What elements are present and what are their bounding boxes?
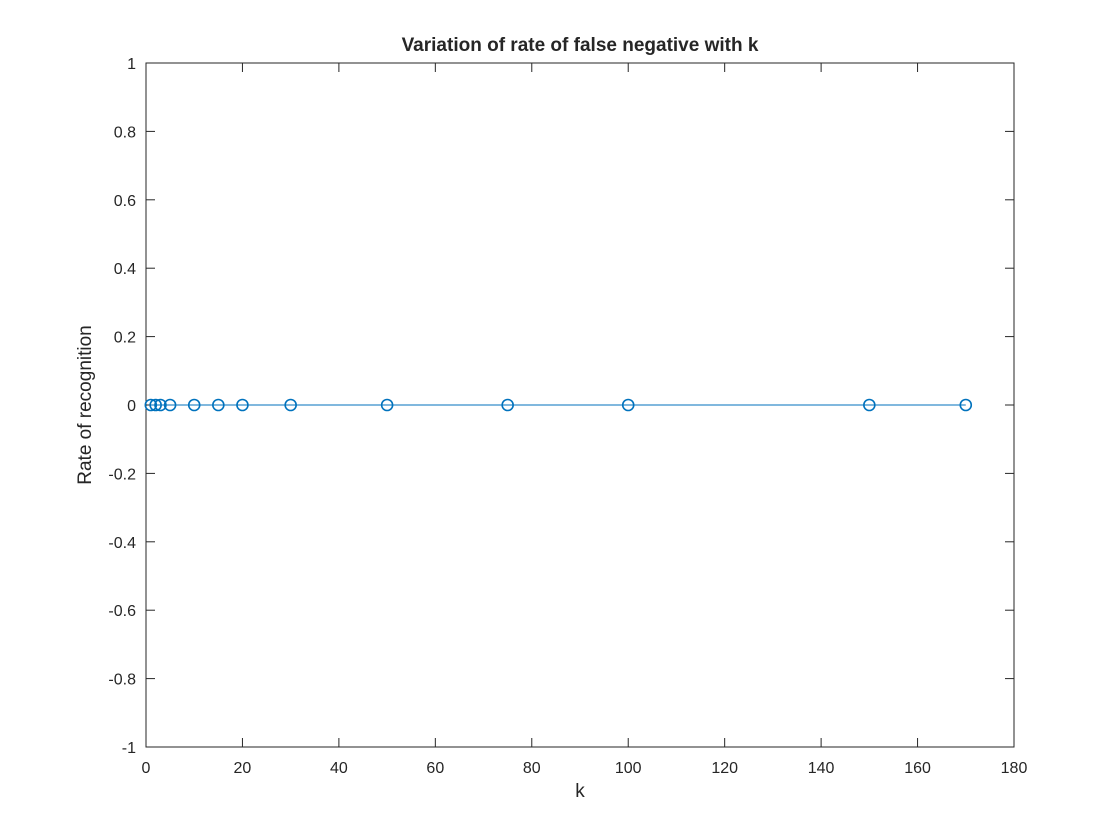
y-tick-label: -0.2 <box>108 466 136 483</box>
y-tick-label: 0.2 <box>114 330 136 347</box>
data-point <box>144 398 158 412</box>
data-point <box>959 398 973 412</box>
x-tick-label: 40 <box>330 760 348 777</box>
data-point <box>163 398 177 412</box>
data-point <box>187 398 201 412</box>
data-point <box>154 398 167 412</box>
x-tick-label: 120 <box>711 760 738 777</box>
data-point <box>621 398 635 412</box>
y-tick-label: -1 <box>122 740 136 757</box>
data-point <box>284 398 297 412</box>
y-tick-label: 1 <box>127 56 136 73</box>
x-tick-label: 20 <box>234 760 252 777</box>
x-tick-label: 140 <box>808 760 835 777</box>
data-point <box>501 398 514 412</box>
y-tick-label: 0.4 <box>114 261 136 278</box>
y-tick-label: 0.6 <box>114 193 136 210</box>
y-tick-label: -0.6 <box>108 603 136 620</box>
data-point <box>380 398 394 412</box>
plot-area: 0 20 40 60 80 100 120 140 160 180 -1 -0.8 -0.6 -0.4 -0… <box>108 56 1027 777</box>
x-tick-label: 0 <box>142 760 151 777</box>
chart-title: Variation of rate of false negative with… <box>402 35 759 56</box>
x-axis-label: k <box>575 781 585 802</box>
data-point <box>863 398 876 412</box>
data-point <box>212 398 225 412</box>
y-tick-label: -0.4 <box>108 535 136 552</box>
x-tick-label: 80 <box>523 760 541 777</box>
data-point <box>236 398 249 412</box>
x-tick-label: 100 <box>615 760 642 777</box>
x-tick-label: 180 <box>1001 760 1028 777</box>
y-tick-label: -0.8 <box>108 672 136 689</box>
y-tick-label: 0.8 <box>114 124 136 141</box>
y-axis-label: Rate of recognition <box>75 325 96 485</box>
data-point <box>149 398 162 412</box>
x-tick-label: 60 <box>426 760 444 777</box>
x-tick-label: 160 <box>904 760 931 777</box>
y-tick-label: 0 <box>127 398 136 415</box>
